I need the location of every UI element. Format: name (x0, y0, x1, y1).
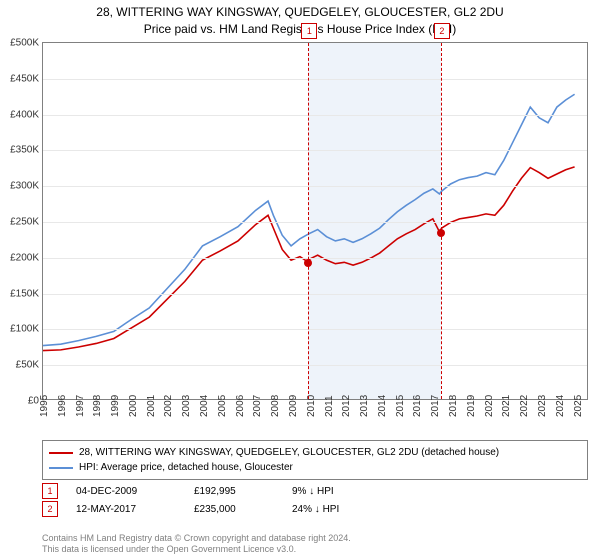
title-sub: Price paid vs. HM Land Registry's House … (0, 21, 600, 38)
footer: Contains HM Land Registry data © Crown c… (42, 533, 351, 556)
marker-box: 2 (434, 23, 450, 39)
marker-box: 1 (301, 23, 317, 39)
sales-row: 2 12-MAY-2017 £235,000 24% ↓ HPI (42, 500, 372, 518)
x-tick-label: 2000 (128, 395, 139, 417)
y-tick-label: £50K (16, 360, 43, 371)
legend-swatch (49, 452, 73, 454)
y-tick-label: £250K (10, 217, 43, 228)
sale-date: 12-MAY-2017 (76, 504, 176, 515)
grid-line (43, 150, 587, 151)
x-tick-label: 2013 (359, 395, 370, 417)
x-tick-label: 2007 (252, 395, 263, 417)
y-tick-label: £400K (10, 109, 43, 120)
y-tick-label: £450K (10, 73, 43, 84)
x-tick-label: 2002 (163, 395, 174, 417)
legend: 28, WITTERING WAY KINGSWAY, QUEDGELEY, G… (42, 440, 588, 480)
footer-line-1: Contains HM Land Registry data © Crown c… (42, 533, 351, 545)
sales-table: 1 04-DEC-2009 £192,995 9% ↓ HPI 2 12-MAY-2017… (42, 482, 372, 518)
x-tick-label: 2014 (377, 395, 388, 417)
x-tick-label: 2016 (412, 395, 423, 417)
marker-dot (304, 259, 312, 267)
grid-line (43, 294, 587, 295)
x-tick-label: 2015 (395, 395, 406, 417)
x-tick-label: 2017 (430, 395, 441, 417)
x-tick-label: 2022 (519, 395, 530, 417)
plot-area: £0£50K£100K£150K£200K£250K£300K£350K£400… (42, 42, 588, 400)
x-tick-label: 2004 (199, 395, 210, 417)
marker-box: 2 (42, 501, 58, 517)
y-tick-label: £150K (10, 288, 43, 299)
x-tick-label: 1998 (92, 395, 103, 417)
marker-line (308, 43, 309, 399)
legend-row: 28, WITTERING WAY KINGSWAY, QUEDGELEY, G… (49, 445, 581, 460)
legend-swatch (49, 467, 73, 469)
x-tick-label: 2020 (484, 395, 495, 417)
grid-line (43, 222, 587, 223)
x-tick-label: 2019 (466, 395, 477, 417)
chart-lines (43, 43, 587, 399)
sale-pct: 9% ↓ HPI (292, 486, 372, 497)
x-tick-label: 2006 (235, 395, 246, 417)
x-tick-label: 2008 (270, 395, 281, 417)
title-main: 28, WITTERING WAY KINGSWAY, QUEDGELEY, G… (0, 4, 600, 21)
grid-line (43, 365, 587, 366)
x-tick-label: 2003 (181, 395, 192, 417)
sales-row: 1 04-DEC-2009 £192,995 9% ↓ HPI (42, 482, 372, 500)
x-tick-label: 2018 (448, 395, 459, 417)
legend-label: HPI: Average price, detached house, Glou… (79, 460, 293, 475)
x-tick-label: 2011 (324, 395, 335, 417)
grid-line (43, 186, 587, 187)
sale-price: £192,995 (194, 486, 274, 497)
x-tick-label: 2021 (501, 395, 512, 417)
y-tick-label: £350K (10, 145, 43, 156)
legend-label: 28, WITTERING WAY KINGSWAY, QUEDGELEY, G… (79, 445, 499, 460)
x-tick-label: 2005 (217, 395, 228, 417)
sale-pct: 24% ↓ HPI (292, 504, 372, 515)
x-tick-label: 1999 (110, 395, 121, 417)
marker-dot (437, 229, 445, 237)
x-tick-label: 2009 (288, 395, 299, 417)
y-tick-label: £300K (10, 181, 43, 192)
marker-line (441, 43, 442, 399)
y-tick-label: £200K (10, 252, 43, 263)
sale-date: 04-DEC-2009 (76, 486, 176, 497)
grid-line (43, 79, 587, 80)
legend-row: HPI: Average price, detached house, Glou… (49, 460, 581, 475)
x-tick-label: 2001 (146, 395, 157, 417)
chart-area: £0£50K£100K£150K£200K£250K£300K£350K£400… (42, 42, 588, 400)
x-tick-label: 1995 (39, 395, 50, 417)
x-tick-label: 1997 (75, 395, 86, 417)
y-tick-label: £500K (10, 38, 43, 49)
x-tick-label: 2025 (573, 395, 584, 417)
marker-box: 1 (42, 483, 58, 499)
footer-line-2: This data is licensed under the Open Gov… (42, 544, 351, 556)
x-tick-label: 1996 (57, 395, 68, 417)
x-tick-label: 2012 (341, 395, 352, 417)
chart-container: 28, WITTERING WAY KINGSWAY, QUEDGELEY, G… (0, 0, 600, 560)
sale-price: £235,000 (194, 504, 274, 515)
y-tick-label: £100K (10, 324, 43, 335)
chart-title: 28, WITTERING WAY KINGSWAY, QUEDGELEY, G… (0, 0, 600, 38)
grid-line (43, 115, 587, 116)
x-tick-label: 2023 (537, 395, 548, 417)
x-tick-label: 2024 (555, 395, 566, 417)
grid-line (43, 258, 587, 259)
grid-line (43, 329, 587, 330)
